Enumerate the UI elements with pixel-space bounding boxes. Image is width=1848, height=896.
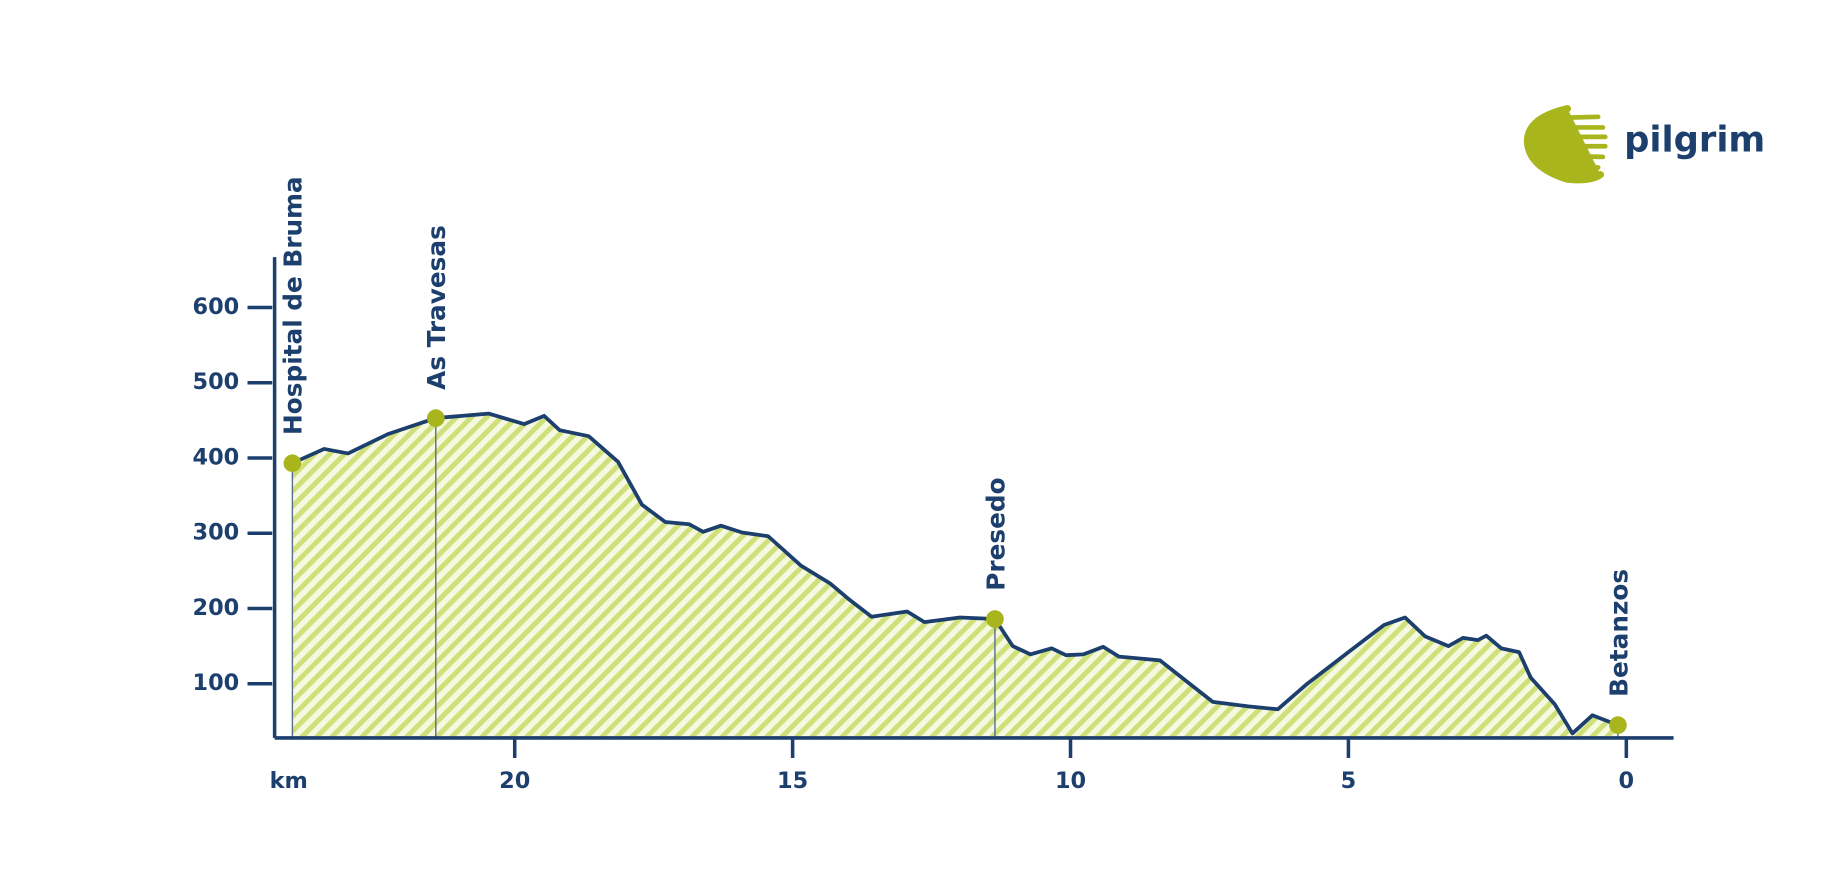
elevation-line — [291, 411, 1619, 736]
waypoint-marker — [986, 610, 1004, 628]
x-tick-label: 5 — [1341, 768, 1357, 794]
x-tick-label: 20 — [499, 768, 530, 794]
logo-text: pilgrim — [1624, 120, 1765, 161]
x-tick-label: 0 — [1619, 768, 1635, 794]
y-tick-label: 300 — [193, 520, 240, 546]
area — [292, 413, 1618, 738]
logo-shell — [1523, 105, 1608, 184]
y-tick-label: 400 — [193, 444, 240, 470]
y-tick-label: 500 — [193, 369, 240, 395]
waypoint-marker — [1609, 716, 1627, 734]
logo: pilgrim — [1523, 105, 1765, 184]
waypoint-marker — [426, 409, 445, 427]
waypoint-marker — [283, 454, 302, 473]
waypoint-label: Hospital de Bruma — [279, 176, 308, 435]
y-tick-label: 100 — [193, 670, 240, 696]
waypoint-label: Presedo — [981, 477, 1010, 590]
y-tick-label: 600 — [193, 294, 240, 320]
waypoint-label: Betanzos — [1604, 569, 1633, 697]
x-tick-label: 15 — [777, 768, 808, 794]
waypoint-label: As Travesas — [422, 225, 451, 390]
y-tick-label: 200 — [193, 595, 240, 621]
x-axis-label: km — [270, 768, 308, 794]
x-tick-label: 10 — [1055, 768, 1086, 794]
